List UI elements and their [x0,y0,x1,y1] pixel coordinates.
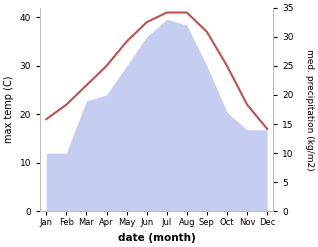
Y-axis label: med. precipitation (kg/m2): med. precipitation (kg/m2) [305,49,314,170]
Y-axis label: max temp (C): max temp (C) [4,76,14,143]
X-axis label: date (month): date (month) [118,233,196,243]
